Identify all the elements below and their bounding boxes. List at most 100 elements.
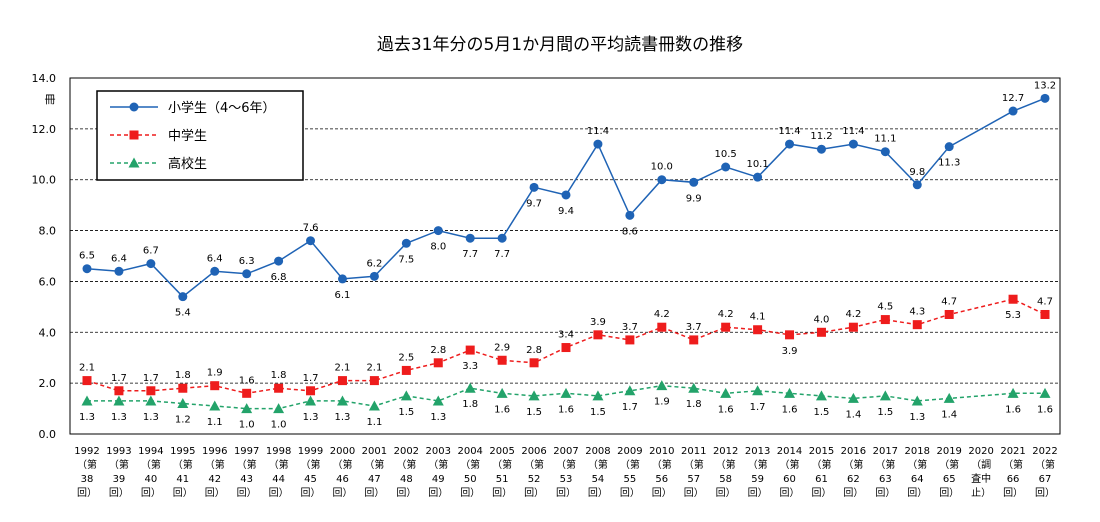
x-tick-label: （第 bbox=[109, 458, 129, 471]
data-point bbox=[1007, 387, 1019, 398]
x-tick-label: 51 bbox=[496, 474, 509, 485]
data-point bbox=[337, 376, 347, 386]
data-label: 1.3 bbox=[303, 412, 319, 423]
data-point bbox=[368, 400, 380, 411]
data-point bbox=[82, 264, 92, 274]
data-label: 1.5 bbox=[814, 407, 830, 418]
data-label: 8.6 bbox=[622, 226, 638, 237]
data-label: 7.6 bbox=[303, 223, 319, 234]
data-label: 3.9 bbox=[590, 317, 606, 328]
data-point bbox=[785, 139, 795, 149]
data-label: 3.9 bbox=[782, 346, 798, 357]
data-label: 2.5 bbox=[398, 352, 414, 363]
data-point bbox=[593, 330, 603, 340]
x-tick-label: （第 bbox=[332, 458, 352, 471]
data-label: 1.3 bbox=[79, 412, 95, 423]
x-tick-label: （第 bbox=[1035, 458, 1055, 471]
x-tick-label: 49 bbox=[432, 474, 445, 485]
x-tick-label: 66 bbox=[1007, 474, 1020, 485]
y-tick-label: 14.0 bbox=[32, 72, 57, 85]
x-tick-label: （第 bbox=[843, 458, 863, 471]
data-point bbox=[529, 182, 539, 192]
data-point bbox=[128, 157, 140, 168]
series-group bbox=[81, 93, 1051, 414]
data-label: 11.1 bbox=[874, 134, 896, 145]
x-tick-label: （第 bbox=[173, 458, 193, 471]
data-label: 6.7 bbox=[143, 246, 159, 257]
data-label: 10.5 bbox=[715, 149, 737, 160]
x-tick-label: 2015 bbox=[809, 446, 834, 457]
x-tick-label: 回） bbox=[301, 487, 321, 499]
data-label: 4.3 bbox=[909, 307, 925, 318]
data-label: 9.7 bbox=[526, 198, 542, 209]
x-tick-label: 2001 bbox=[362, 446, 387, 457]
x-tick-label: 2018 bbox=[905, 446, 930, 457]
data-point bbox=[273, 403, 285, 414]
data-label: 8.0 bbox=[430, 242, 446, 253]
data-point bbox=[848, 322, 858, 332]
data-point bbox=[306, 236, 316, 246]
x-tick-label: 回） bbox=[524, 487, 544, 499]
x-tick-label: 回） bbox=[332, 487, 352, 499]
x-tick-label: 2017 bbox=[873, 446, 898, 457]
data-point bbox=[944, 309, 954, 319]
x-tick-label: （第 bbox=[237, 458, 257, 471]
data-label: 4.7 bbox=[1037, 296, 1053, 307]
data-label: 6.5 bbox=[79, 251, 95, 262]
x-tick-label: 回） bbox=[748, 487, 768, 499]
data-point bbox=[847, 392, 859, 403]
x-tick-label: （第 bbox=[141, 458, 161, 471]
data-label: 12.7 bbox=[1002, 93, 1024, 104]
data-label: 1.6 bbox=[494, 404, 510, 415]
data-label: 11.3 bbox=[938, 158, 960, 169]
x-tick-label: 59 bbox=[751, 474, 764, 485]
data-label: 4.1 bbox=[750, 312, 766, 323]
y-tick-label: 0.0 bbox=[39, 428, 57, 441]
data-label: 6.8 bbox=[271, 272, 287, 283]
x-tick-label: 回） bbox=[620, 487, 640, 499]
x-tick-label: （第 bbox=[492, 458, 512, 471]
x-tick-label: 2011 bbox=[681, 446, 706, 457]
data-point bbox=[145, 395, 157, 406]
data-point bbox=[114, 386, 124, 396]
x-tick-label: 44 bbox=[272, 474, 285, 485]
data-point bbox=[274, 256, 284, 266]
x-tick-label: 2019 bbox=[936, 446, 961, 457]
data-point bbox=[82, 376, 92, 386]
x-tick-label: 2022 bbox=[1032, 446, 1057, 457]
data-label: 5.4 bbox=[175, 308, 191, 319]
x-tick-label: 2012 bbox=[713, 446, 738, 457]
data-point bbox=[178, 292, 188, 302]
x-tick-label: （第 bbox=[716, 458, 736, 471]
data-point bbox=[785, 330, 795, 340]
x-tick-label: （第 bbox=[301, 458, 321, 471]
data-point bbox=[114, 266, 124, 276]
data-point bbox=[943, 392, 955, 403]
data-label: 6.1 bbox=[335, 290, 351, 301]
x-tick-label: 回） bbox=[269, 487, 289, 499]
data-labels: 6.5 6.4 6.7 5.4 6.4 6.3 6.8 7.6 6.1 6.2 7.5 8.0 7.7 7… bbox=[79, 80, 1056, 430]
x-tick-label: 回） bbox=[173, 487, 193, 499]
data-label: 6.3 bbox=[239, 256, 255, 267]
x-tick-label: 回） bbox=[237, 487, 257, 499]
data-point bbox=[177, 397, 189, 408]
data-label: 6.4 bbox=[207, 253, 223, 264]
data-label: 1.6 bbox=[782, 404, 798, 415]
y-tick-label: 2.0 bbox=[39, 377, 57, 390]
data-label: 2.1 bbox=[79, 363, 95, 374]
data-point bbox=[1039, 387, 1051, 398]
data-label: 1.8 bbox=[462, 399, 478, 410]
data-label: 7.7 bbox=[462, 249, 478, 260]
data-label: 1.9 bbox=[207, 368, 223, 379]
data-point bbox=[113, 395, 125, 406]
x-tick-label: 64 bbox=[911, 474, 924, 485]
x-tick-label: 2000 bbox=[330, 446, 355, 457]
data-label: 1.6 bbox=[718, 404, 734, 415]
x-tick-label: 1992 bbox=[74, 446, 99, 457]
x-tick-label: 査中 bbox=[971, 472, 991, 485]
x-tick-label: 1995 bbox=[170, 446, 195, 457]
data-point bbox=[81, 395, 93, 406]
data-point bbox=[1008, 106, 1018, 116]
x-tick-label: 回） bbox=[396, 487, 416, 499]
